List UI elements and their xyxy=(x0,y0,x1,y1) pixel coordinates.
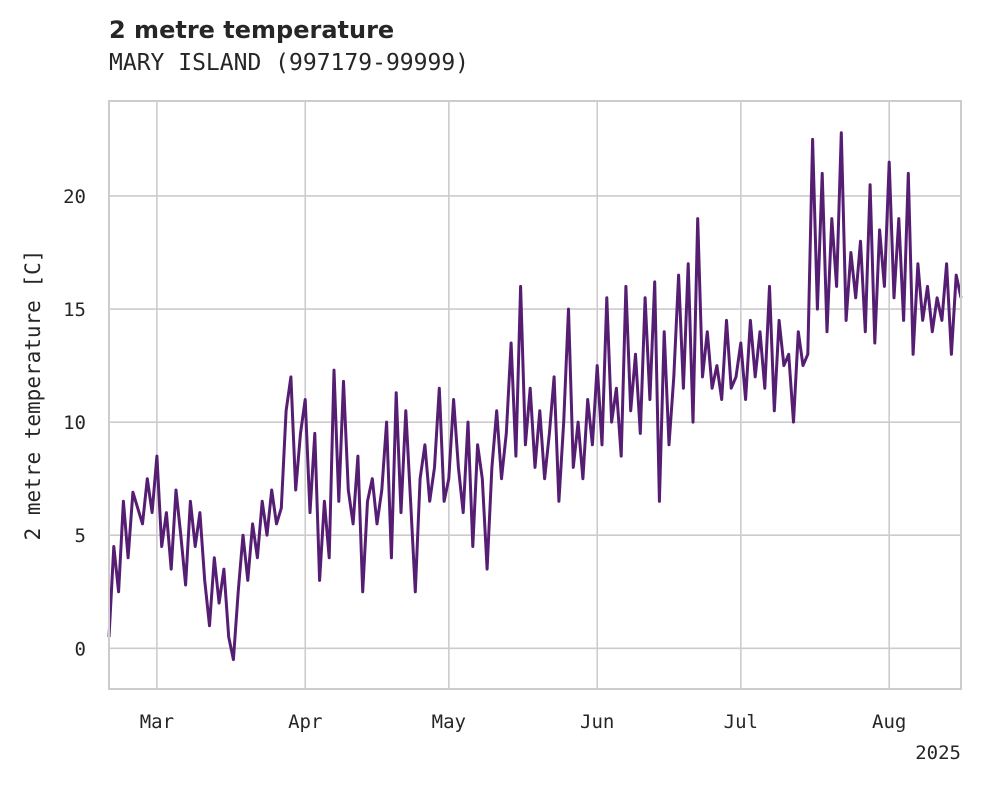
y-tick-label: 0 xyxy=(75,638,86,660)
x-tick-label: Mar xyxy=(140,711,174,733)
plot-frame xyxy=(108,100,962,690)
y-tick-label: 5 xyxy=(75,525,86,547)
x-tick-label: Apr xyxy=(288,711,322,733)
series-group xyxy=(107,131,963,662)
plot-area xyxy=(109,101,961,689)
chart-subtitle: MARY ISLAND (997179-99999) xyxy=(109,50,470,76)
x-tick-labels: Mar Apr May Jun Jul Aug xyxy=(140,711,907,733)
y-tick-label: 20 xyxy=(63,186,86,208)
y-tick-labels: 0 5 10 15 20 xyxy=(63,186,86,660)
x-tick-label: Aug xyxy=(872,711,906,733)
temperature-series-line xyxy=(107,131,963,662)
y-tick-label: 15 xyxy=(63,299,86,321)
y-axis-label: 2 metre temperature [C] xyxy=(21,250,45,541)
chart-title: 2 metre temperature xyxy=(109,16,395,44)
x-tick-label: Jul xyxy=(724,711,758,733)
x-tick-label: Jun xyxy=(580,711,614,733)
x-tick-label: May xyxy=(432,711,466,733)
x-year-label: 2025 xyxy=(915,742,961,764)
y-tick-label: 10 xyxy=(63,412,86,434)
